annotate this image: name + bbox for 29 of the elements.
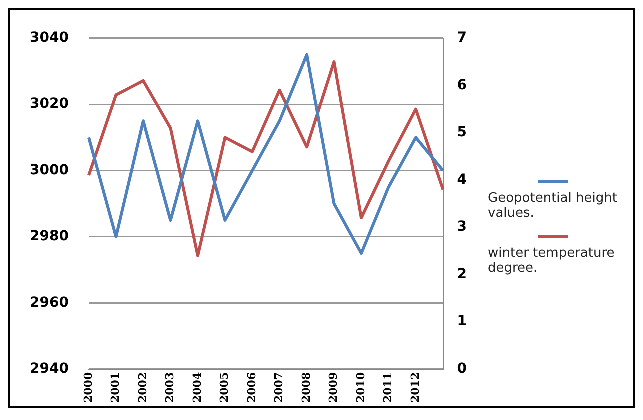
x-tick-label: 2002 xyxy=(136,372,150,404)
y-tick-label: 3000 xyxy=(30,162,70,178)
x-tick-label: 2001 xyxy=(109,372,122,404)
y-tick-label: 2940 xyxy=(30,361,70,378)
y2-tick-label: 3 xyxy=(457,219,468,236)
y2-tick-label: 2 xyxy=(457,266,468,282)
x-tick-label: 2003 xyxy=(164,372,177,404)
x-tick-label: 2012 xyxy=(408,372,422,404)
y2-tick-label: 4 xyxy=(457,172,468,188)
x-tick-label: 2006 xyxy=(245,372,258,404)
x-tick-label: 2009 xyxy=(327,372,340,404)
x-tick-label: 2011 xyxy=(382,372,395,404)
legend-label: Geopotential height values. xyxy=(488,191,618,221)
x-tick-label: 2004 xyxy=(190,372,204,404)
x-tick-label: 2007 xyxy=(272,372,286,404)
y2-tick-label: 7 xyxy=(457,30,468,46)
x-tick-label: 2008 xyxy=(300,372,313,404)
x-tick-label: 2000 xyxy=(82,372,95,404)
x-tick-label: 2010 xyxy=(354,372,368,404)
legend-label: winter temperature degree. xyxy=(488,246,616,276)
x-tick-label: 2005 xyxy=(218,372,232,404)
y-tick-label: 3040 xyxy=(30,30,70,46)
y2-tick-label: 0 xyxy=(457,361,468,378)
y-tick-label: 2960 xyxy=(30,294,70,311)
y-tick-label: 3020 xyxy=(30,96,70,112)
y2-tick-label: 1 xyxy=(457,314,468,330)
y-tick-label: 2980 xyxy=(30,228,70,245)
y2-tick-label: 6 xyxy=(457,77,468,94)
y2-tick-label: 5 xyxy=(457,124,468,141)
